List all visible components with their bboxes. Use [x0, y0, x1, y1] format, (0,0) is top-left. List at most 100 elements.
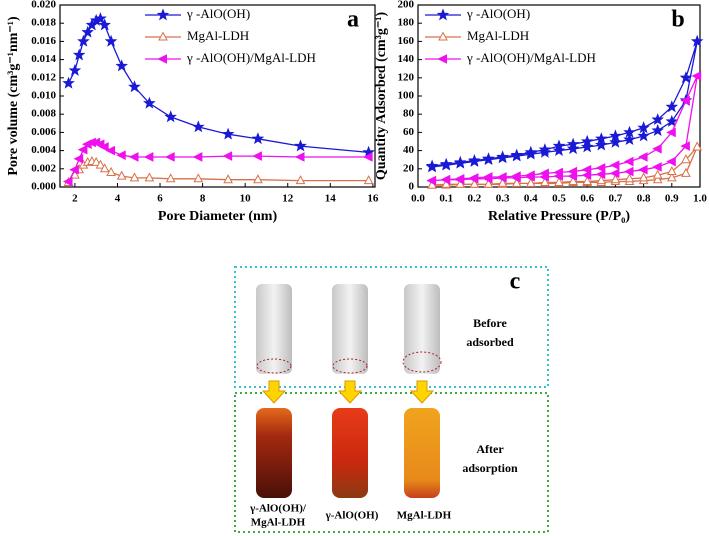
marker: [252, 151, 262, 161]
before-box: [234, 266, 549, 388]
x-tick-label: 8: [200, 193, 206, 205]
marker: [652, 169, 663, 179]
marker: [651, 123, 664, 136]
marker: [554, 176, 564, 186]
marker: [595, 169, 606, 180]
marker: [77, 144, 88, 155]
legend-label: γ -AlO(OH)/MgAl-LDH: [466, 50, 596, 65]
marker: [454, 155, 467, 168]
x-tick-label: 14: [325, 193, 337, 205]
y-tick-label: 0.012: [31, 71, 56, 83]
marker: [666, 172, 677, 182]
marker: [552, 139, 566, 152]
y-tick-label: 0: [409, 181, 415, 193]
marker: [192, 120, 205, 133]
marker: [623, 166, 634, 177]
marker: [665, 114, 679, 127]
y-tick-label: 20: [403, 162, 415, 174]
tube: [256, 284, 292, 374]
y-tick-label: 180: [398, 17, 415, 29]
marker: [294, 139, 307, 152]
marker: [580, 134, 594, 147]
marker: [106, 166, 116, 176]
x-tick-label: 0.8: [637, 193, 651, 205]
marker: [651, 113, 664, 126]
y-tick-label: 40: [403, 144, 415, 156]
marker: [483, 178, 494, 188]
marker: [623, 125, 636, 138]
marker: [496, 150, 509, 163]
marker: [128, 80, 141, 93]
x-tick-label: 10: [240, 193, 252, 205]
marker: [468, 153, 481, 166]
y-tick-label: 0.004: [31, 144, 56, 156]
marker: [538, 143, 552, 156]
marker: [511, 177, 522, 187]
marker: [610, 174, 621, 184]
marker: [690, 34, 704, 47]
x-tick-label: 4: [115, 193, 121, 205]
y-tick-label: 120: [398, 71, 415, 83]
marker: [540, 176, 550, 186]
panel-letter: b: [671, 7, 684, 33]
x-tick-label: 0.0: [411, 193, 425, 205]
marker: [580, 140, 594, 153]
y-tick-label: 0.010: [31, 90, 56, 102]
marker: [609, 160, 620, 170]
y-tick-label: 60: [403, 126, 415, 138]
marker: [566, 142, 580, 155]
marker: [222, 151, 233, 161]
marker: [251, 132, 265, 145]
marker: [692, 141, 703, 151]
y-tick-label: 0.008: [31, 108, 56, 120]
panel-letter: c: [510, 269, 521, 295]
marker: [425, 159, 439, 172]
after-label: After: [476, 442, 504, 456]
arrow: [409, 380, 435, 404]
legend-marker: [436, 8, 450, 21]
arrow: [261, 380, 287, 404]
marker: [680, 95, 690, 106]
marker: [128, 152, 139, 162]
marker: [496, 172, 507, 182]
marker: [482, 152, 495, 165]
x-tick-label: 0.7: [609, 193, 623, 205]
marker: [595, 163, 606, 173]
marker: [552, 143, 566, 156]
panel-letter: a: [347, 7, 359, 33]
x-tick-label: 1.0: [693, 193, 707, 205]
marker: [104, 34, 118, 47]
sample-label: MgAl-LDH: [251, 517, 306, 529]
marker: [638, 172, 649, 182]
y-tick-label: 0.006: [31, 126, 56, 138]
marker: [129, 172, 140, 182]
marker: [581, 164, 592, 175]
marker: [192, 152, 203, 162]
marker: [609, 168, 620, 179]
x-tick-label: 0.1: [439, 193, 453, 205]
precipitate-mark: [256, 358, 292, 374]
marker: [525, 170, 535, 180]
y-tick-label: 100: [398, 90, 415, 102]
marker: [164, 110, 177, 123]
marker: [439, 157, 453, 170]
marker: [510, 148, 523, 161]
marker: [468, 173, 479, 183]
marker: [596, 175, 607, 185]
marker: [637, 121, 650, 134]
before-label: adsorbed: [466, 335, 514, 349]
y-tick-label: 0.018: [31, 17, 56, 29]
y-tick-label: 160: [398, 35, 415, 47]
x-tick-label: 0.2: [468, 193, 482, 205]
legend-marker: [158, 31, 168, 41]
marker: [223, 174, 233, 184]
marker: [72, 48, 86, 61]
precipitate-mark: [402, 351, 442, 373]
marker: [482, 172, 493, 182]
x-tick-label: 6: [157, 193, 163, 205]
marker: [221, 127, 235, 140]
marker: [81, 25, 94, 38]
marker: [426, 175, 437, 186]
marker: [666, 156, 676, 167]
